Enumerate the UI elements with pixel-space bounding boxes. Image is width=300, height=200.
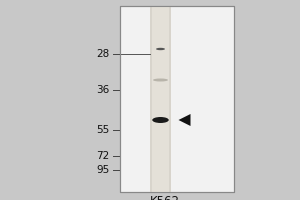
Ellipse shape bbox=[156, 48, 165, 50]
Text: K562: K562 bbox=[150, 195, 180, 200]
Ellipse shape bbox=[153, 78, 168, 82]
Polygon shape bbox=[178, 114, 190, 126]
Bar bbox=[152, 6, 169, 192]
Bar bbox=[150, 6, 171, 192]
Ellipse shape bbox=[152, 117, 169, 123]
Text: 28: 28 bbox=[96, 49, 110, 59]
Text: 95: 95 bbox=[96, 165, 110, 175]
Text: 36: 36 bbox=[96, 85, 110, 95]
Bar bbox=[120, 6, 234, 192]
Text: 72: 72 bbox=[96, 151, 110, 161]
Text: 55: 55 bbox=[96, 125, 110, 135]
Bar bbox=[120, 6, 234, 192]
